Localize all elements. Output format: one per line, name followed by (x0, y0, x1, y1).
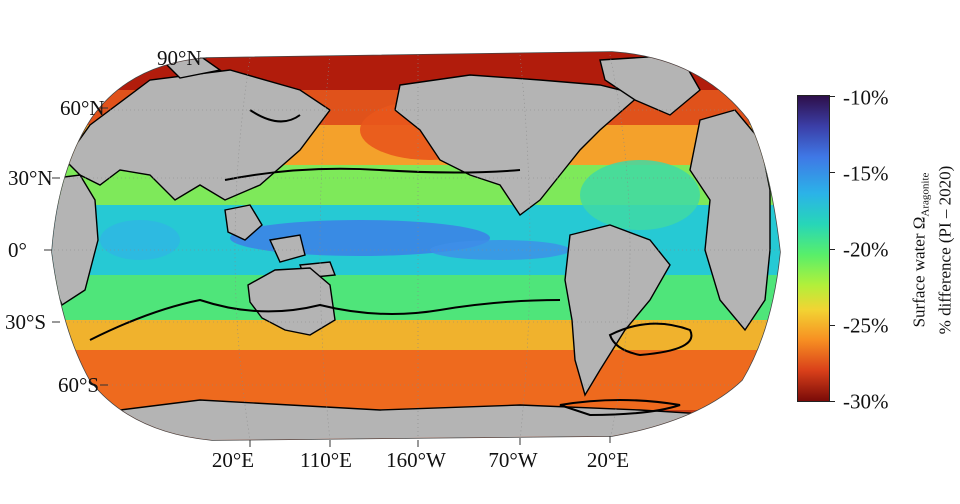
lon-label-110e: 110°E (300, 448, 352, 472)
lat-label-30n: 30°N (8, 166, 53, 190)
lat-label-90n: 90°N (157, 46, 202, 70)
colorbar (797, 95, 830, 402)
colorbar-tick-label-minus15: -15% (843, 161, 889, 186)
lat-label-60n: 60°N (60, 96, 105, 120)
lat-label-60s: 60°S (58, 373, 100, 397)
colorbar-title-line1: Surface water ΩAragonite (909, 172, 932, 328)
colorbar-tick-label-minus10: -10% (843, 85, 889, 110)
lat-label-0: 0° (8, 238, 27, 262)
colorbar-tick (829, 172, 835, 173)
colorbar-title: Surface water ΩAragonite % difference (P… (909, 166, 954, 335)
colorbar-tick (829, 401, 835, 402)
lon-label-20e-right: 20°E (586, 448, 630, 472)
colorbar-tick-label-minus25: -25% (843, 313, 889, 338)
colorbar-tick (829, 325, 835, 326)
lon-label-160w: 160°W (386, 448, 446, 472)
lon-label-70w: 70°W (488, 448, 538, 472)
colorbar-tick (829, 249, 835, 250)
colorbar-title-line2: % difference (PI – 2020) (935, 165, 955, 335)
lat-label-30s: 30°S (5, 310, 47, 334)
colorbar-tick (829, 96, 835, 97)
colorbar-tick-label-minus30: -30% (843, 389, 889, 414)
colorbar-tick-label-minus20: -20% (843, 237, 889, 262)
lon-label-20e-left: 20°E (211, 448, 255, 472)
